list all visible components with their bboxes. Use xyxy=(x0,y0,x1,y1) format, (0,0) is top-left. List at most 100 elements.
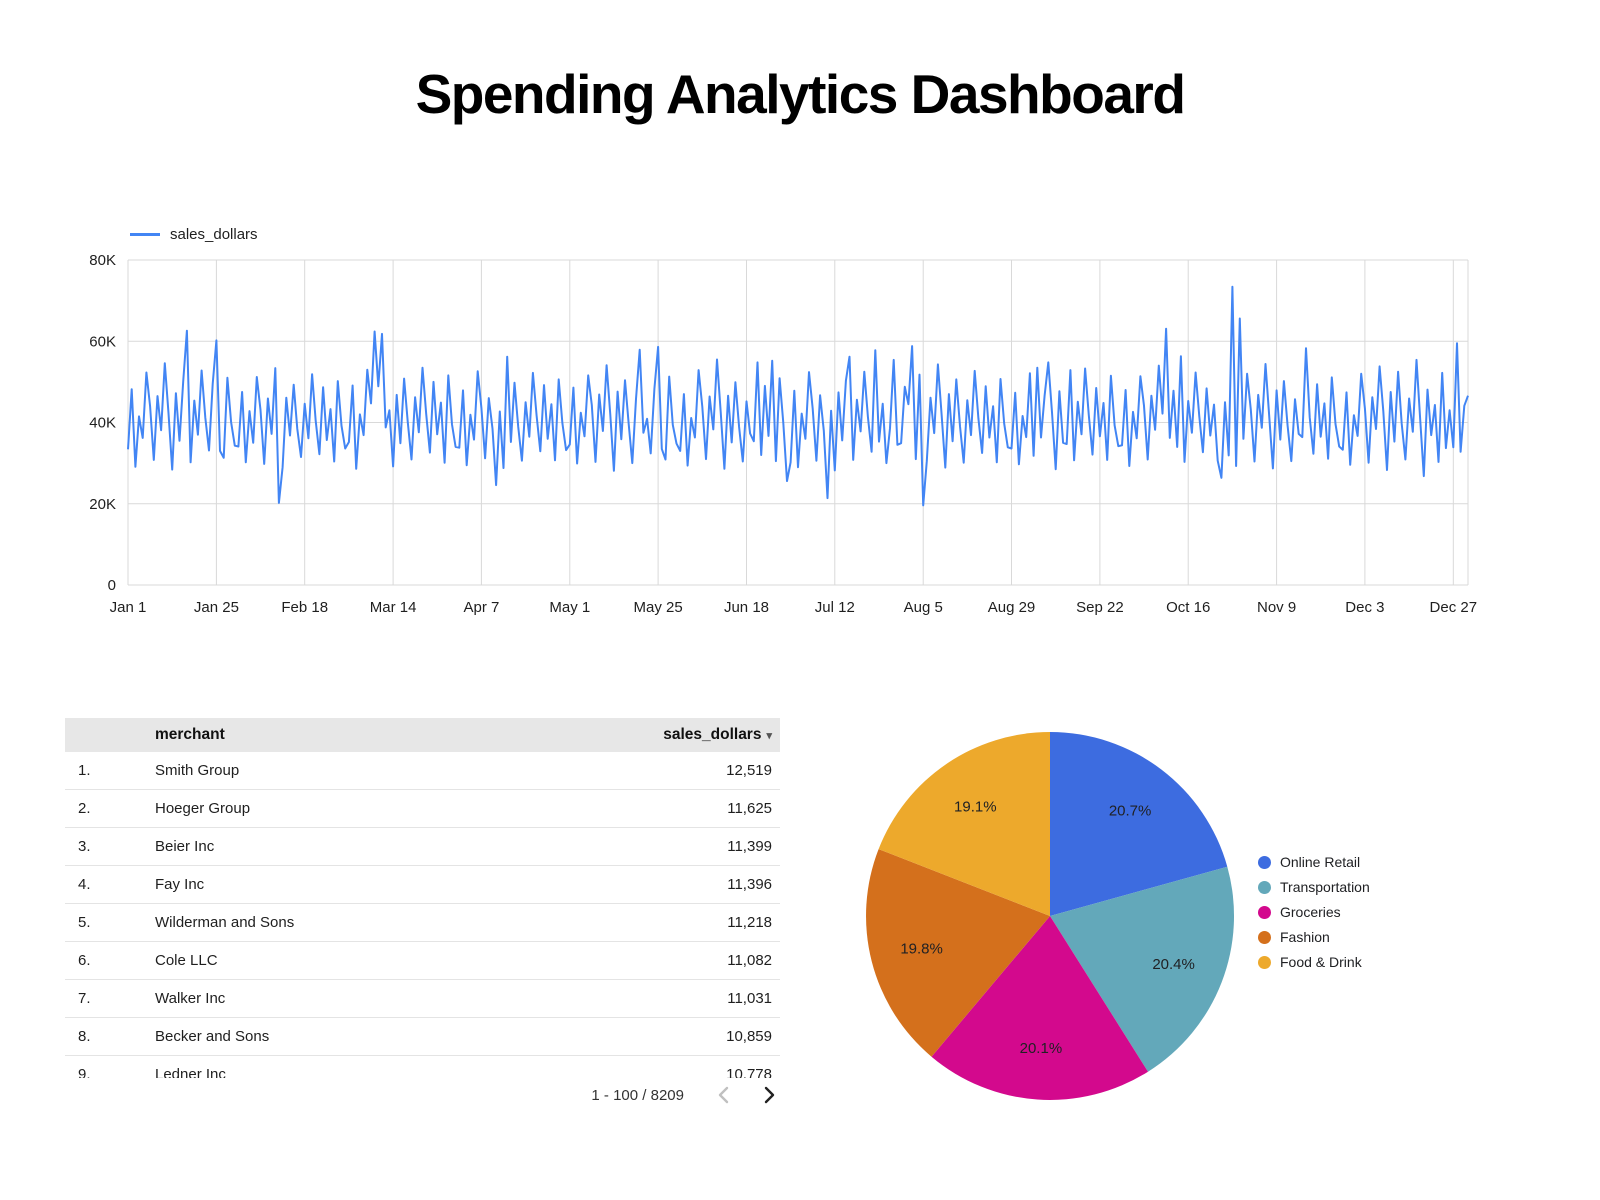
x-tick-label: Jan 25 xyxy=(194,599,239,616)
prev-page-button[interactable] xyxy=(712,1084,734,1106)
legend-color-dot xyxy=(1258,855,1271,869)
table-row[interactable]: 1. Smith Group 12,519 xyxy=(65,752,780,790)
merchant-cell: Smith Group xyxy=(155,762,240,779)
table-row[interactable]: 6. Cole LLC 11,082 xyxy=(65,942,780,980)
sales-cell: 12,519 xyxy=(726,762,772,779)
pie-slice-percent-label: 20.7% xyxy=(1109,803,1152,820)
legend-item-groceries: Groceries xyxy=(1258,903,1370,921)
pie-chart-container: 20.7% 20.4% 20.1% 19.8% 19.1% xyxy=(860,726,1240,1106)
sales-column-header[interactable]: sales_dollars ▾ xyxy=(663,726,780,744)
legend-item-transportation: Transportation xyxy=(1258,878,1370,896)
sort-descending-icon: ▾ xyxy=(766,729,772,742)
merchant-cell: Ledner Inc xyxy=(155,1066,226,1078)
legend-color-dot xyxy=(1258,955,1271,969)
table-pagination: 1 - 100 / 8209 xyxy=(65,1078,780,1112)
y-tick-label: 60K xyxy=(89,333,116,350)
y-tick-label: 20K xyxy=(89,496,116,513)
merchant-cell: Hoeger Group xyxy=(155,800,251,817)
table-row[interactable]: 3. Beier Inc 11,399 xyxy=(65,828,780,866)
x-tick-label: Dec 3 xyxy=(1345,599,1384,616)
table-row[interactable]: 7. Walker Inc 11,031 xyxy=(65,980,780,1018)
x-tick-label: Mar 14 xyxy=(370,599,417,616)
pie-slice-food-drink[interactable] xyxy=(878,732,1050,916)
sales-cell: 11,399 xyxy=(727,838,772,855)
merchant-table-body: 1. Smith Group 12,519 2. Hoeger Group 11,625 3… xyxy=(65,752,780,1078)
x-tick-label: Feb 18 xyxy=(281,599,328,616)
merchant-column-header[interactable]: merchant xyxy=(155,726,225,743)
x-tick-label: Nov 9 xyxy=(1257,599,1296,616)
sales-cell: 11,625 xyxy=(727,800,772,817)
x-tick-label: Aug 5 xyxy=(904,599,943,616)
sales-column-header-label: sales_dollars xyxy=(663,726,762,743)
x-tick-label: Dec 27 xyxy=(1430,599,1478,616)
pie-slice-groceries[interactable] xyxy=(931,916,1149,1100)
legend-label: Transportation xyxy=(1280,879,1370,895)
x-tick-label: Sep 22 xyxy=(1076,599,1124,616)
x-tick-label: Apr 7 xyxy=(463,599,499,616)
legend-color-dot xyxy=(1258,905,1271,919)
x-axis-labels: Jan 1 Jan 25 Feb 18 Mar 14 Apr 7 May 1 May 25 J… xyxy=(110,599,1477,616)
x-tick-label: Jul 12 xyxy=(815,599,855,616)
pie-slice-online-retail[interactable] xyxy=(1050,732,1228,916)
y-tick-label: 0 xyxy=(108,577,116,594)
pie-slice-fashion[interactable] xyxy=(866,849,1050,1057)
table-row[interactable]: 5. Wilderman and Sons 11,218 xyxy=(65,904,780,942)
series-legend-label: sales_dollars xyxy=(170,226,258,243)
sales-line-series xyxy=(127,285,1469,507)
legend-item-fashion: Fashion xyxy=(1258,928,1370,946)
table-row[interactable]: 8. Becker and Sons 10,859 xyxy=(65,1018,780,1056)
y-axis-labels: 0 20K 40K 60K 80K xyxy=(89,252,116,594)
pagination-range-label: 1 - 100 / 8209 xyxy=(591,1086,684,1104)
table-row[interactable]: 9. Ledner Inc 10,778 xyxy=(65,1056,780,1078)
sales-cell: 11,218 xyxy=(727,914,772,931)
legend-label: Fashion xyxy=(1280,929,1330,945)
sales-cell: 11,396 xyxy=(727,876,772,893)
pie-slice-percent-label: 19.8% xyxy=(900,941,943,958)
merchant-cell: Wilderman and Sons xyxy=(155,914,295,931)
merchant-cell: Walker Inc xyxy=(155,990,226,1007)
row-rank: 7. xyxy=(78,990,91,1007)
legend-color-dot xyxy=(1258,880,1271,894)
merchant-cell: Beier Inc xyxy=(155,838,215,855)
sales-cell: 11,031 xyxy=(727,990,772,1007)
table-row[interactable]: 2. Hoeger Group 11,625 xyxy=(65,790,780,828)
legend-color-dot xyxy=(1258,930,1271,944)
pie-slice-transportation[interactable] xyxy=(1050,866,1235,1072)
pie-legend: Online Retail Transportation Groceries Fash… xyxy=(1258,853,1370,971)
legend-label: Groceries xyxy=(1280,904,1341,920)
chevron-left-icon xyxy=(718,1086,728,1104)
merchant-cell: Becker and Sons xyxy=(155,1028,270,1045)
legend-label: Online Retail xyxy=(1280,854,1361,870)
legend-label: Food & Drink xyxy=(1280,954,1362,970)
chevron-right-icon xyxy=(764,1086,774,1104)
row-rank: 2. xyxy=(78,800,91,817)
sales-line-chart: 0 20K 40K 60K 80K Jan 1 Jan 25 Feb 18 Mar 14 Apr … xyxy=(89,252,1477,616)
legend-item-food-drink: Food & Drink xyxy=(1258,953,1370,971)
sales-cell: 10,778 xyxy=(726,1066,772,1078)
x-tick-label: Jun 18 xyxy=(724,599,769,616)
line-chart-container: 0 20K 40K 60K 80K Jan 1 Jan 25 Feb 18 Mar 14 Apr … xyxy=(60,252,1480,624)
row-rank: 1. xyxy=(78,762,91,779)
gridlines xyxy=(127,259,1469,586)
category-pie-chart: 20.7% 20.4% 20.1% 19.8% 19.1% xyxy=(866,732,1235,1100)
merchant-cell: Cole LLC xyxy=(155,952,218,969)
x-tick-label: May 1 xyxy=(549,599,590,616)
next-page-button[interactable] xyxy=(758,1084,780,1106)
page-title: Spending Analytics Dashboard xyxy=(415,63,1186,125)
sales-cell: 11,082 xyxy=(727,952,772,969)
x-tick-label: Jan 1 xyxy=(110,599,147,616)
table-row[interactable]: 4. Fay Inc 11,396 xyxy=(65,866,780,904)
sales-cell: 10,859 xyxy=(726,1028,772,1045)
series-color-swatch xyxy=(130,233,160,236)
x-tick-label: Aug 29 xyxy=(988,599,1036,616)
row-rank: 8. xyxy=(78,1028,91,1045)
x-tick-label: May 25 xyxy=(633,599,682,616)
pie-slice-percent-label: 20.4% xyxy=(1152,956,1195,973)
row-rank: 4. xyxy=(78,876,91,893)
merchant-cell: Fay Inc xyxy=(155,876,205,893)
line-chart-legend: sales_dollars xyxy=(130,226,258,243)
row-rank: 6. xyxy=(78,952,91,969)
y-tick-label: 40K xyxy=(89,415,116,432)
pie-slice-percent-label: 19.1% xyxy=(954,799,997,816)
